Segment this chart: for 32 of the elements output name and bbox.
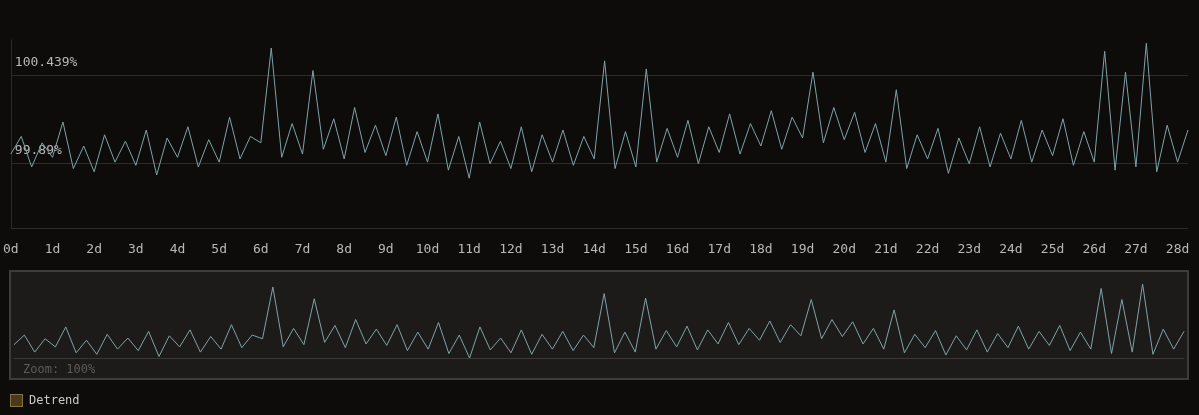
x-tick-label: 0d [3, 241, 19, 256]
x-tick-label: 3d [128, 241, 144, 256]
x-tick-label: 19d [790, 241, 815, 256]
x-tick-label: 27d [1124, 241, 1148, 256]
x-tick-label: 1d [44, 241, 61, 256]
x-tick-label: 12d [499, 241, 523, 256]
x-tick-label: 28d [1165, 241, 1190, 256]
x-tick-label: 4d [169, 241, 186, 256]
y-tick-label: 100.439% [14, 53, 78, 69]
x-tick-label: 22d [915, 241, 940, 256]
text: Detrend [29, 393, 80, 407]
x-tick-label: 26d [1082, 241, 1106, 256]
x-tick-label: 2d [86, 241, 102, 256]
x-tick-label: 17d [707, 241, 731, 256]
x-tick-label: 7d [294, 241, 311, 256]
x-tick-label: 5d [211, 241, 227, 256]
x-tick-label: 14d [582, 241, 606, 256]
x-tick-label: 18d [749, 241, 773, 256]
x-tick-label: 20d [832, 241, 856, 256]
text: Zoom: 100% [23, 362, 96, 376]
x-tick-label: 6d [253, 241, 269, 256]
x-tick-label: 8d [336, 241, 353, 256]
x-tick-label: 10d [415, 241, 440, 256]
x-tick-label: 25d [1040, 241, 1065, 256]
x-tick-label: 16d [665, 241, 690, 256]
x-tick-label: 13d [540, 241, 565, 256]
x-tick-label: 23d [957, 241, 981, 256]
x-tick-label: 15d [624, 241, 648, 256]
x-tick-label: 11d [457, 241, 481, 256]
x-tick-label: 9d [378, 241, 394, 256]
x-tick-label: 24d [999, 241, 1023, 256]
x-tick-label: 21d [874, 241, 898, 256]
